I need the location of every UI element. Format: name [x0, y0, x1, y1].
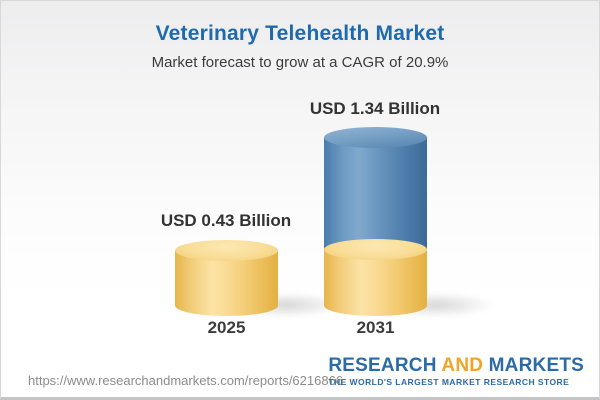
report-url: https://www.researchandmarkets.com/repor… [28, 373, 344, 388]
category-label-2031: 2031 [356, 318, 395, 337]
category-label-2025: 2025 [207, 318, 246, 337]
page-subtitle: Market forecast to grow at a CAGR of 20.… [151, 54, 449, 71]
bar-2031-base-top-ellipse [324, 239, 427, 260]
research-and-markets-logo: RESEARCH AND MARKETS THE WORLD'S LARGEST… [328, 356, 584, 388]
bar-2025-top-ellipse [175, 240, 278, 261]
logo-word-and: AND [441, 355, 484, 376]
page-title: Veterinary Telehealth Market [155, 22, 445, 45]
logo-word-markets: MARKETS [488, 355, 584, 376]
bar-2031-top-ellipse [324, 127, 427, 148]
value-label-2025: USD 0.43 Billion [160, 211, 292, 230]
logo-word-research: RESEARCH [328, 355, 437, 376]
logo-wordmark: RESEARCH AND MARKETS [328, 356, 584, 376]
logo-tagline: THE WORLD'S LARGEST MARKET RESEARCH STOR… [328, 377, 570, 387]
bar-2031-growth-segment [324, 137, 427, 249]
value-label-2031: USD 1.34 Billion [309, 99, 441, 118]
